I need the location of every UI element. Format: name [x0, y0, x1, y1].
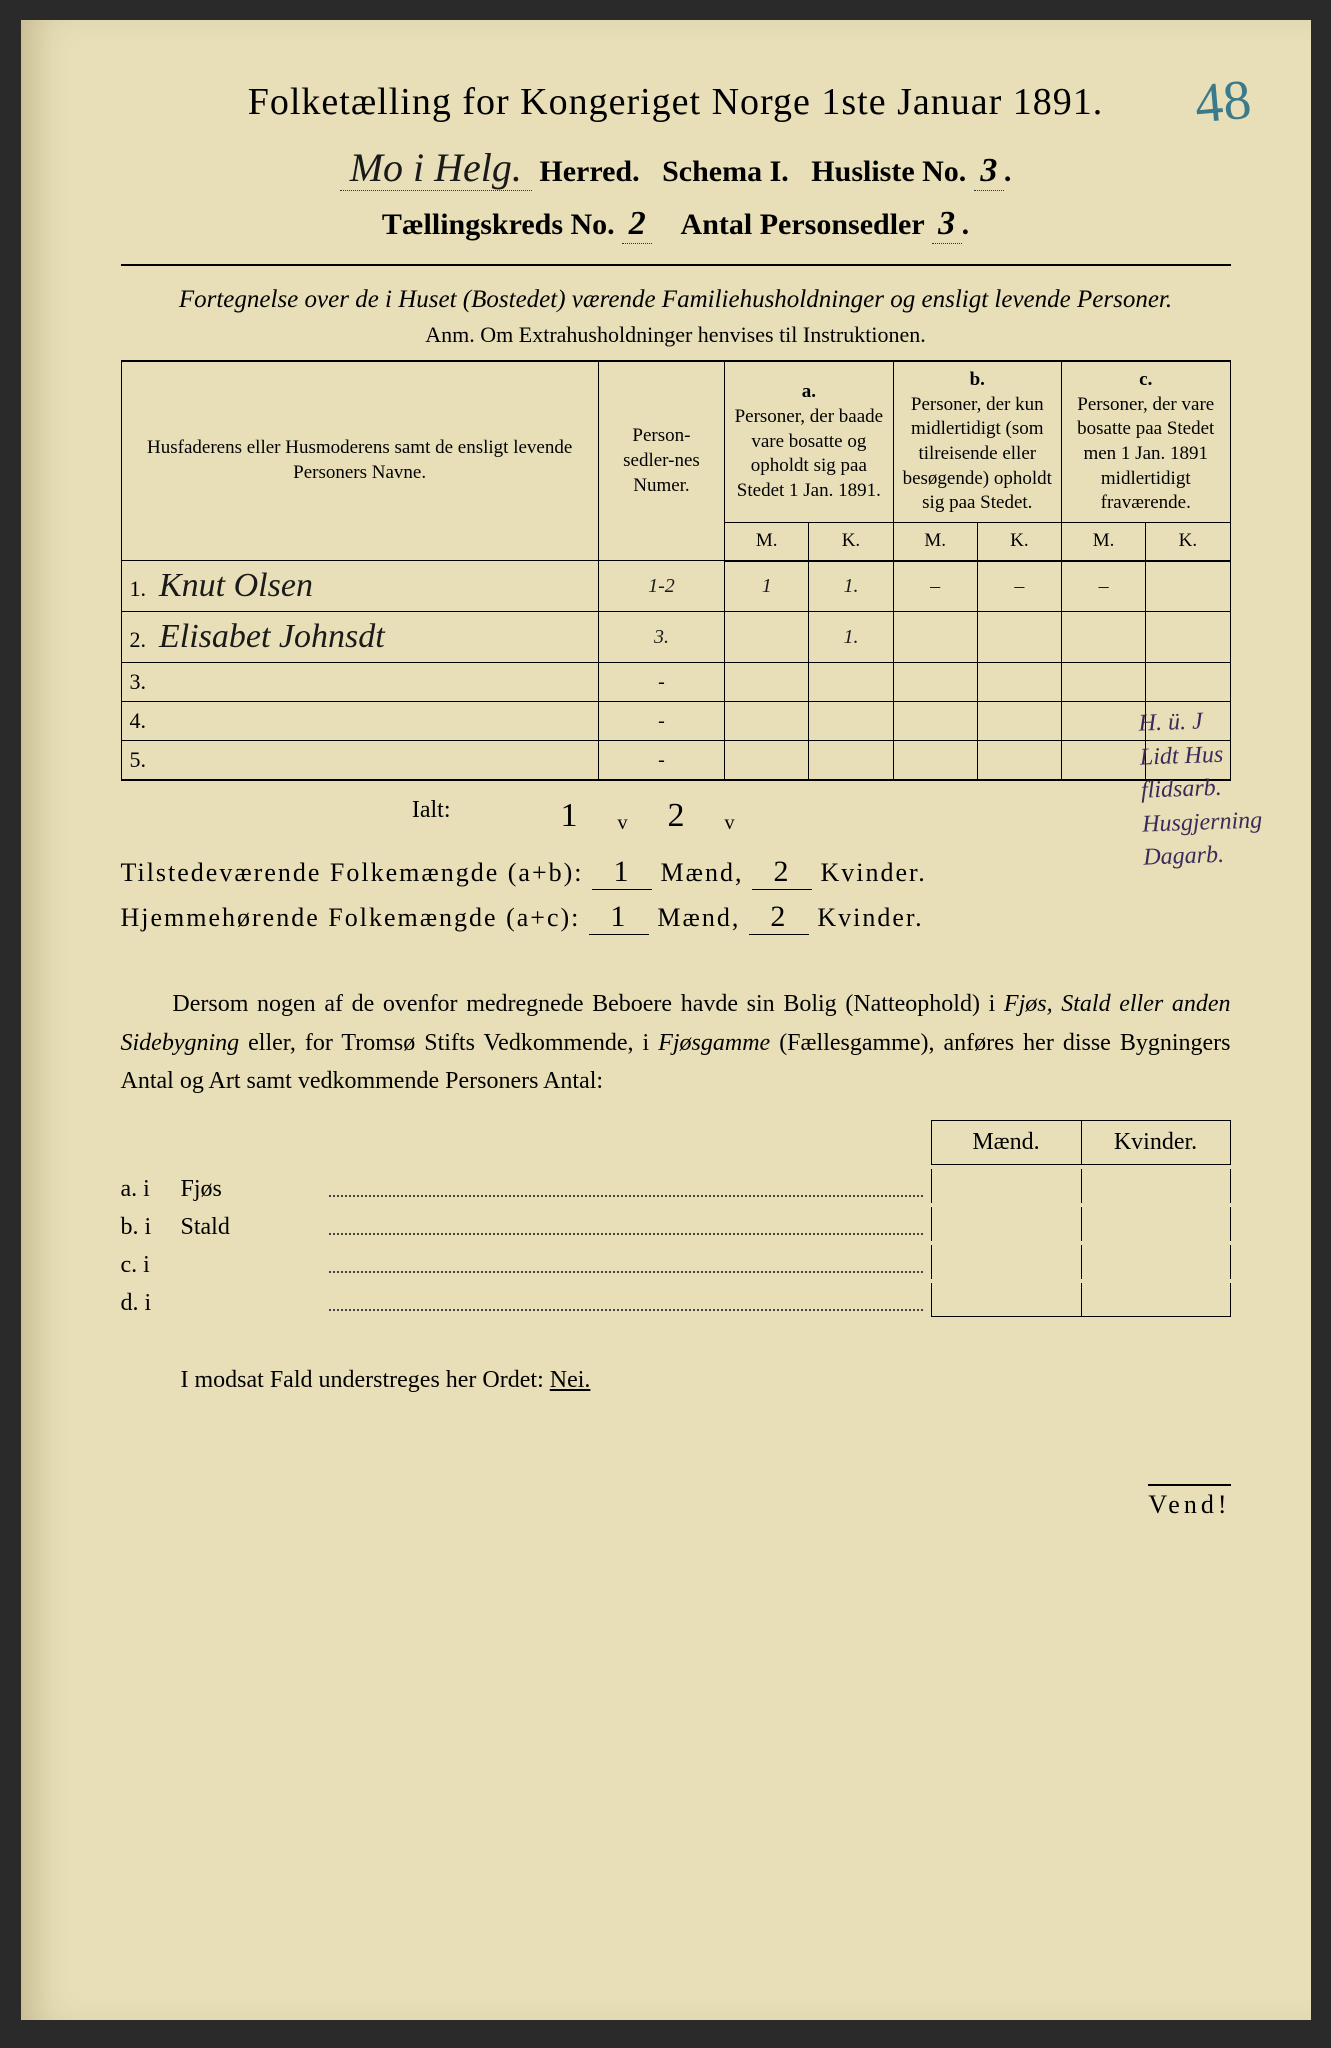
col-name-header: Husfaderens eller Husmoderens samt de en…: [121, 361, 598, 561]
table-row: 5. -: [121, 741, 1230, 781]
col-a-k: K.: [809, 523, 893, 561]
divider: [121, 264, 1231, 266]
sub-table-header: Mænd. Kvinder.: [121, 1120, 1231, 1165]
table-row: 1. Knut Olsen 1-2 1 1. – – –: [121, 561, 1230, 612]
kreds-value: 2: [622, 205, 652, 244]
margin-annotations: H. ü. J Lidt Hus flidsarb. Husgjerning D…: [1138, 702, 1294, 875]
totals-block: Tilstedeværende Folkemængde (a+b): 1 Mæn…: [121, 855, 1231, 935]
anm-note: Anm. Om Extrahusholdninger henvises til …: [121, 322, 1231, 348]
antal-label: Antal Personsedler: [681, 208, 925, 241]
form-subtitle: Fortegnelse over de i Huset (Bostedet) v…: [121, 286, 1231, 314]
vend-label: Vend!: [1148, 1484, 1230, 1520]
header-line-1: Mo i Helg. Herred. Schema I. Husliste No…: [121, 144, 1231, 191]
header-line-2: Tællingskreds No. 2 Antal Personsedler 3…: [121, 205, 1231, 244]
husliste-label: Husliste No.: [811, 155, 966, 188]
husliste-value: 3: [974, 152, 1004, 191]
totals-line-2: Hjemmehørende Folkemængde (a+c): 1 Mænd,…: [121, 900, 1231, 935]
col-b-header: b.Personer, der kun midlertidigt (som ti…: [893, 361, 1061, 523]
antal-value: 3: [932, 205, 962, 244]
herred-value: Mo i Helg.: [340, 145, 532, 191]
schema-label: Schema I.: [662, 155, 789, 188]
ialt-row: Ialt: 1ᵥ2ᵥ: [121, 797, 1231, 835]
table-row: 2. Elisabet Johnsdt 3. 1.: [121, 612, 1230, 663]
sub-row: a. i Fjøs: [121, 1169, 1231, 1203]
col-a-header: a.Personer, der baade vare bosatte og op…: [725, 361, 893, 523]
col-numer-header: Person-sedler-nes Numer.: [598, 361, 724, 561]
sub-row: c. i: [121, 1245, 1231, 1279]
col-a-m: M.: [725, 523, 809, 561]
table-row: 3. -: [121, 663, 1230, 702]
census-form-page: 48 Folketælling for Kongeriget Norge 1st…: [21, 20, 1311, 2020]
col-b-m: M.: [893, 523, 977, 561]
table-row: 4. -: [121, 702, 1230, 741]
kreds-label: Tællingskreds No.: [382, 208, 615, 241]
col-b-k: K.: [977, 523, 1061, 561]
page-number-handwritten: 48: [1192, 68, 1253, 137]
nei-line: I modsat Fald understreges her Ordet: Ne…: [181, 1367, 1231, 1394]
main-table: Husfaderens eller Husmoderens samt de en…: [121, 360, 1231, 781]
table-body: 1. Knut Olsen 1-2 1 1. – – – 2. Elisabet…: [121, 561, 1230, 781]
col-c-header: c.Personer, der vare bosatte paa Stedet …: [1062, 361, 1231, 523]
sub-row: d. i: [121, 1283, 1231, 1317]
herred-label: Herred.: [539, 155, 639, 188]
totals-line-1: Tilstedeværende Folkemængde (a+b): 1 Mæn…: [121, 855, 1231, 890]
form-title: Folketælling for Kongeriget Norge 1ste J…: [121, 80, 1231, 124]
body-paragraph: Dersom nogen af de ovenfor medregnede Be…: [121, 985, 1231, 1100]
col-c-m: M.: [1062, 523, 1146, 561]
col-c-k: K.: [1146, 523, 1230, 561]
sub-row: b. i Stald: [121, 1207, 1231, 1241]
